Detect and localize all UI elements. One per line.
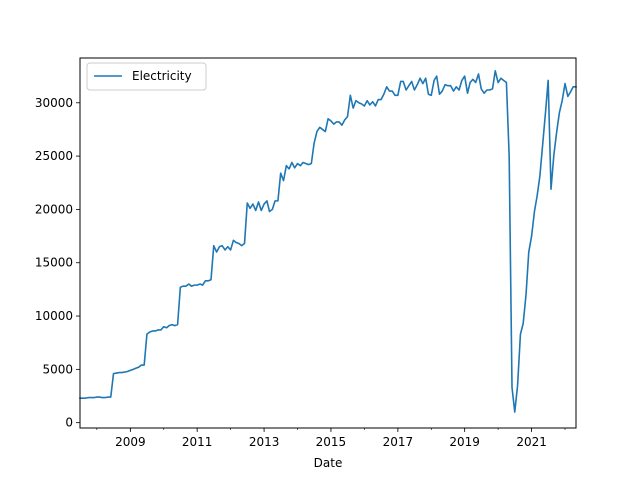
y-tick-label: 15000 [35,256,73,270]
series-layer [79,70,577,413]
plot-area [80,58,576,428]
y-axis: 0 5000 10000 15000 20000 25000 30000 [35,96,80,430]
y-tick-label: 20000 [35,202,73,216]
x-tick-label: 2021 [516,435,547,449]
legend-label-electricity: Electricity [132,69,192,83]
y-tick-label: 0 [65,416,73,430]
legend-box [86,62,207,91]
x-axis: 2009 2011 2013 2015 2017 2019 2021 [96,428,566,449]
plot-frame [79,57,577,429]
legend: Electricity [86,62,207,91]
x-tick-label: 2013 [249,435,280,449]
y-tick-label: 25000 [35,149,73,163]
x-tick-label: 2017 [383,435,414,449]
y-tick-label: 5000 [42,362,73,376]
x-tick-label: 2015 [316,435,347,449]
x-tick-label: 2011 [182,435,213,449]
x-tick-label: 2009 [115,435,146,449]
y-tick-label: 10000 [35,309,73,323]
x-tick-label: 2019 [449,435,480,449]
x-axis-label: Date [314,456,343,470]
y-tick-label: 30000 [35,96,73,110]
series-line-electricity [79,70,577,413]
